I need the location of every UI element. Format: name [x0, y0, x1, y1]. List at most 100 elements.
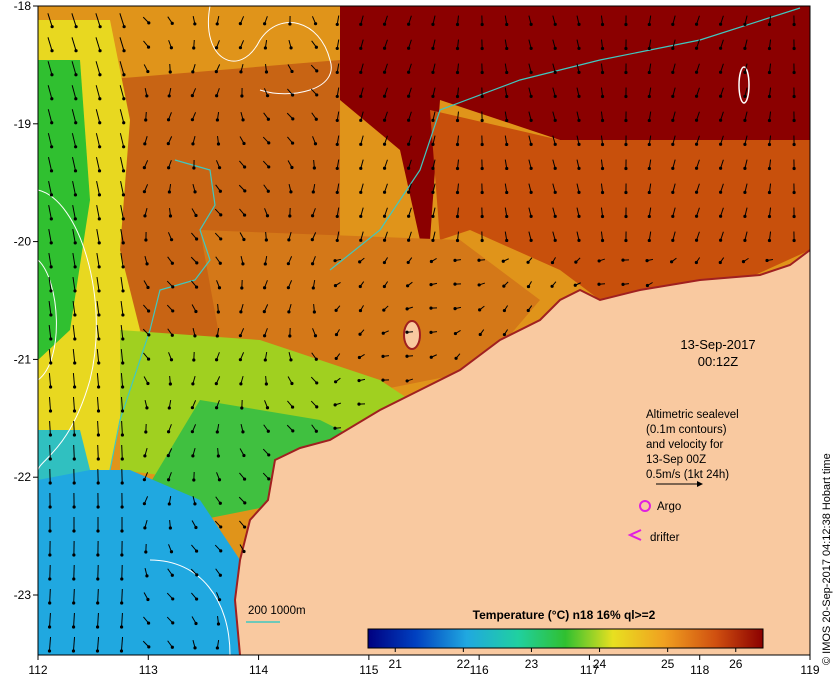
velocity-arrow-head [429, 306, 433, 310]
velocity-arrow-head [74, 25, 78, 29]
velocity-arrow-head [480, 46, 484, 51]
velocity-arrow-head [334, 380, 338, 384]
velocity-arrow-head [313, 334, 318, 338]
velocity-arrow-head [98, 49, 102, 53]
velocity-arrow-head [577, 142, 581, 146]
velocity-arrow-head [147, 645, 151, 649]
velocity-arrow-head [671, 46, 675, 50]
velocity-arrow-head [553, 190, 557, 194]
velocity-arrow-head [72, 433, 77, 437]
lat-tick-label: -23 [14, 588, 32, 602]
velocity-arrow-head [647, 22, 651, 27]
velocity-arrow-head [431, 22, 435, 26]
green-inshore [140, 400, 380, 520]
velocity-arrow-head [573, 283, 577, 287]
velocity-arrow-head [792, 118, 796, 123]
velocity-arrow-head [455, 166, 460, 171]
altimetry-note-line: Altimetric sealevel [646, 409, 739, 421]
velocity-arrow-head [333, 426, 337, 430]
velocity-arrow-head [96, 505, 100, 509]
velocity-arrow-head [694, 70, 699, 74]
velocity-arrow [47, 13, 53, 27]
velocity-arrow-head [315, 381, 319, 385]
velocity-arrow-head [767, 190, 772, 195]
velocity-arrow-head [96, 529, 100, 533]
velocity-arrow [119, 157, 125, 171]
velocity-arrow-head [600, 142, 605, 147]
velocity-arrow-head [335, 46, 339, 51]
velocity-arrow-head [217, 286, 222, 290]
velocity-arrow-head [553, 238, 557, 242]
velocity-arrow-head [217, 478, 222, 482]
velocity-arrow-head [73, 193, 78, 197]
velocity-arrow [72, 205, 76, 219]
velocity-arrow-head [526, 260, 530, 264]
velocity-arrow-head [290, 69, 294, 74]
velocity-arrow-head [553, 70, 557, 74]
plot-frame [37, 5, 811, 656]
longitude-axis: 112 113 114 115 116 117 118 119 [28, 655, 820, 677]
velocity-arrow-head [431, 142, 435, 146]
velocity-arrow-head [455, 238, 460, 243]
velocity-arrow-head [381, 378, 385, 382]
velocity-arrow-head [453, 331, 458, 336]
velocity-arrow [95, 133, 101, 147]
velocity-arrow-head [71, 625, 76, 629]
velocity-arrow-head [669, 260, 674, 264]
velocity-arrow-head [191, 382, 195, 386]
velocity-arrow-head [97, 217, 101, 221]
velocity-arrow-head [170, 333, 174, 337]
velocity-arrow-head [694, 190, 699, 194]
velocity-arrow-head [334, 332, 339, 337]
sst-field [38, 6, 810, 655]
velocity-arrow-head [671, 214, 675, 218]
velocity-arrow-head [359, 238, 363, 242]
velocity-arrow-head [315, 69, 319, 73]
velocity-arrow-head [48, 481, 52, 485]
velocity-arrow-head [767, 46, 772, 51]
velocity-arrow-head [480, 142, 484, 147]
velocity-arrow [121, 444, 123, 460]
velocity-arrow-head [358, 284, 362, 289]
velocity-arrow-head [144, 550, 148, 554]
velocity-arrow-head [767, 142, 772, 147]
velocity-arrow-head [358, 260, 362, 264]
velocity-arrow-head [359, 94, 363, 98]
velocity-arrow-head [215, 94, 219, 98]
colorbar-ticks: 21 22 23 24 25 26 [389, 648, 743, 671]
velocity-arrow-head [431, 94, 435, 98]
velocity-arrow-head [431, 46, 435, 50]
velocity-arrow [96, 253, 100, 267]
velocity-arrow [73, 588, 75, 604]
velocity-arrow-head [214, 406, 219, 410]
velocity-arrow-head [192, 46, 196, 50]
velocity-arrow-head [238, 46, 243, 50]
velocity-arrow-head [407, 46, 411, 50]
velocity-arrow-head [382, 70, 387, 74]
velocity-arrow-head [577, 70, 581, 74]
velocity-arrow-head [577, 94, 581, 98]
velocity-arrow-head [48, 601, 52, 605]
velocity-arrow-head [624, 142, 628, 147]
velocity-arrow-head [694, 22, 699, 26]
velocity-arrow-head [454, 356, 458, 360]
velocity-arrow-head [600, 166, 605, 171]
velocity-arrow-head [263, 262, 267, 266]
velocity-arrow-head [263, 358, 267, 362]
velocity-arrow-head [121, 265, 125, 269]
velocity-arrow-head [767, 94, 772, 99]
velocity-arrow-head [120, 553, 124, 557]
velocity-arrow-head [120, 409, 125, 413]
velocity-arrow-head [242, 237, 246, 242]
velocity-arrow-head [359, 166, 363, 170]
velocity-arrow-head [120, 433, 125, 437]
velocity-arrow-head [719, 22, 723, 26]
velocity-arrow-head [407, 70, 411, 74]
velocity-arrow-head [429, 330, 433, 334]
velocity-arrow-head [288, 334, 292, 338]
velocity-arrow-head [597, 259, 601, 263]
velocity-arrow-head [505, 142, 509, 147]
velocity-arrow-head [243, 165, 247, 169]
velocity-arrow-head [502, 332, 507, 337]
velocity-arrow-head [529, 22, 533, 26]
